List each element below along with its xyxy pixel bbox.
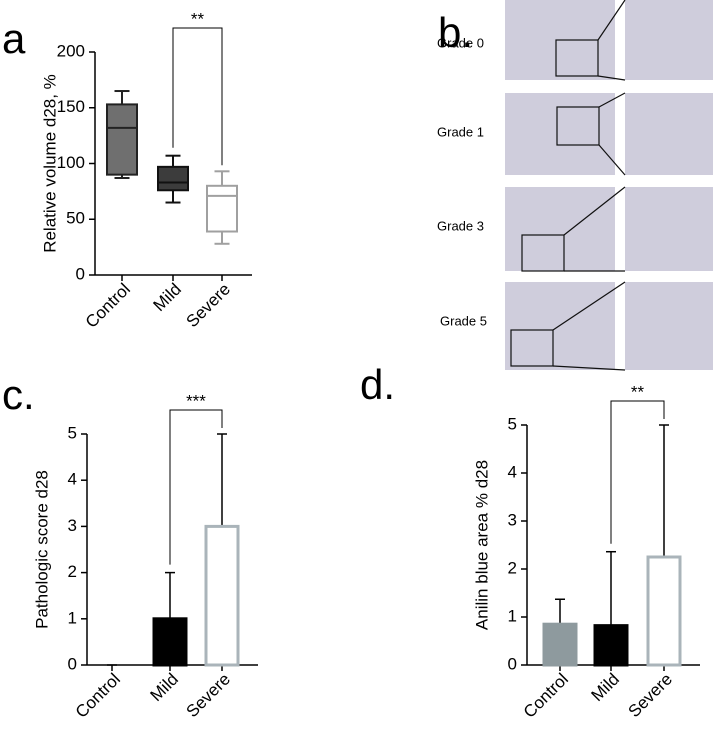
box <box>106 103 138 176</box>
panel-letter: d. <box>360 361 395 408</box>
y-axis-label: Relative volume d28, % <box>40 74 59 253</box>
box <box>157 165 189 192</box>
x-tick-label: Severe <box>182 670 234 722</box>
x-tick-label: Severe <box>624 670 676 722</box>
y-tick-label: 3 <box>68 516 77 535</box>
significance-bracket <box>610 400 665 544</box>
x-tick-label: Mild <box>147 670 182 705</box>
box <box>206 184 238 233</box>
significance-bracket <box>172 27 223 166</box>
y-tick-label: 5 <box>508 414 517 433</box>
y-tick-label: 100 <box>57 153 85 172</box>
y-axis-label: Anilin blue area % d28 <box>472 460 491 630</box>
y-tick-label: 3 <box>508 510 517 529</box>
y-tick-label: 0 <box>508 654 517 673</box>
significance-label: ** <box>191 9 205 28</box>
grade-label: Grade 1 <box>437 124 484 139</box>
grade-label: Grade 3 <box>437 218 484 233</box>
significance-label: ** <box>631 382 645 401</box>
bar <box>646 555 682 667</box>
x-tick-label: Severe <box>182 280 234 332</box>
y-tick-label: 4 <box>68 470 77 489</box>
y-axis-label: Pathologic score d28 <box>32 470 51 629</box>
bar <box>542 622 578 667</box>
significance-bracket <box>169 409 223 565</box>
x-tick-label: Control <box>82 280 134 332</box>
panel-letter: a <box>2 15 26 62</box>
x-tick-label: Mild <box>150 280 185 315</box>
grade-label: Grade 5 <box>440 313 487 328</box>
y-tick-label: 4 <box>508 462 517 481</box>
grade-label: Grade 0 <box>437 35 484 50</box>
y-tick-label: 200 <box>57 41 85 60</box>
y-tick-label: 0 <box>68 654 77 673</box>
panel-letter: b. <box>438 9 473 56</box>
bar <box>152 617 188 667</box>
y-tick-label: 50 <box>66 209 85 228</box>
y-tick-label: 2 <box>508 558 517 577</box>
histology-panel: b. Grade 0 Grade 1 Grade 3 Grade 5 <box>437 0 713 371</box>
bar <box>593 624 629 667</box>
y-tick-label: 0 <box>76 264 85 283</box>
x-tick-label: Control <box>72 670 124 722</box>
y-tick-label: 2 <box>68 562 77 581</box>
y-tick-label: 5 <box>68 423 77 442</box>
y-tick-label: 150 <box>57 97 85 116</box>
significance-label: *** <box>186 391 206 410</box>
y-tick-label: 1 <box>68 608 77 627</box>
bar <box>204 524 240 667</box>
panel-letter: c. <box>2 371 35 418</box>
x-tick-label: Control <box>520 670 572 722</box>
x-tick-label: Mild <box>588 670 623 705</box>
y-tick-label: 1 <box>508 606 517 625</box>
